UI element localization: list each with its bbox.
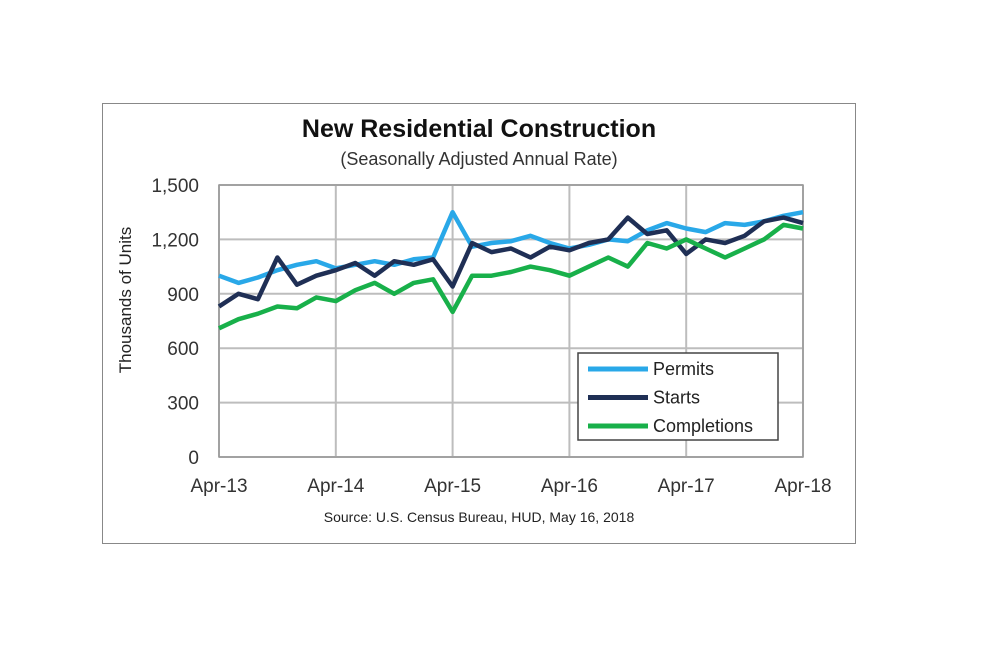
series-line-starts [217, 215, 804, 309]
y-tick-label: 1,200 [151, 230, 199, 251]
y-axis-label: Thousands of Units [116, 227, 135, 373]
y-tick-label: 900 [167, 285, 199, 306]
y-tick-label: 1,500 [151, 176, 199, 197]
chart-subtitle: (Seasonally Adjusted Annual Rate) [340, 149, 618, 169]
legend-label: Permits [653, 359, 714, 379]
series-line-completions [218, 222, 804, 331]
y-tick-label: 600 [167, 339, 199, 360]
y-tick-label: 0 [188, 448, 199, 469]
legend-label: Completions [653, 416, 753, 436]
plot-area [218, 184, 804, 458]
y-tick-label: 300 [167, 394, 199, 415]
x-tick-label: Apr-16 [541, 476, 598, 497]
series-line-permits [218, 209, 804, 286]
x-tick-label: Apr-15 [424, 476, 481, 497]
chart-title: New Residential Construction [301, 115, 657, 143]
x-tick-label: Apr-14 [307, 476, 364, 497]
x-tick-label: Apr-18 [774, 476, 831, 497]
x-tick-label: Apr-13 [190, 476, 247, 497]
chart-source: Source: U.S. Census Bureau, HUD, May 16,… [323, 509, 635, 525]
legend-label: Starts [653, 388, 700, 408]
chart-frame [102, 103, 856, 544]
x-tick-label: Apr-17 [658, 476, 715, 497]
